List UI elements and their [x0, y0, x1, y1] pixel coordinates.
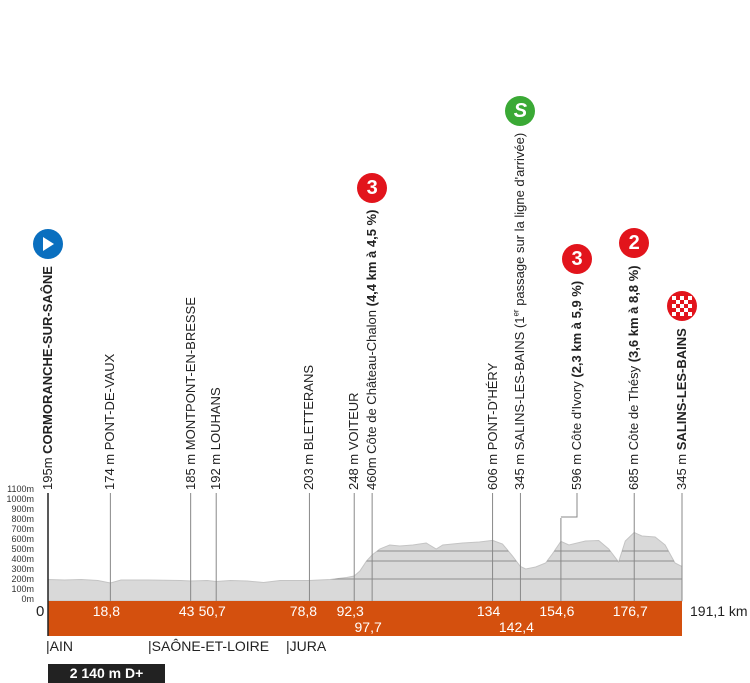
marker-name: Côte de Thésy	[626, 365, 642, 451]
marker-label: 174 m PONT-DE-VAUX	[102, 353, 118, 490]
marker-label: 195m CORMORANCHE-SUR-SAÔNE	[40, 266, 55, 490]
start-km-label: 0	[36, 603, 45, 620]
start-icon	[33, 229, 63, 259]
marker-name: PONT-DE-VAUX	[102, 353, 118, 451]
marker-altitude: 195m	[40, 457, 55, 490]
elevation-gain-badge: 2 140 m D+	[48, 664, 165, 683]
region-jura: |JURA	[286, 638, 327, 654]
marker-note-part: passage sur la ligne d'arrivée)	[512, 132, 528, 310]
climb-details: (3,6 km à 8,8 %)	[626, 265, 642, 363]
marker-altitude: 192 m	[208, 453, 224, 490]
sprint-icon: S	[505, 96, 536, 126]
km-label: 142,4	[498, 619, 534, 635]
y-tick-label: 400m	[11, 554, 34, 564]
marker-altitude: 596 m	[569, 453, 584, 490]
marker-label: 685 m Côte de Thésy (3,6 km à 8,8 %)	[626, 265, 642, 490]
marker-name: CORMORANCHE-SUR-SAÔNE	[40, 266, 55, 454]
y-tick-label: 300m	[11, 564, 34, 574]
distance-bar	[48, 601, 682, 636]
km-label: 154,6	[539, 603, 575, 619]
marker-altitude: 460m	[364, 457, 380, 490]
marker-name: SALINS-LES-BAINS	[512, 331, 528, 451]
km-label: 18,8	[92, 603, 120, 619]
marker-altitude: 203 m	[301, 453, 317, 490]
y-tick-label: 900m	[11, 504, 34, 514]
icon-text: 2	[628, 231, 640, 254]
marker-altitude: 174 m	[102, 453, 118, 490]
y-tick-label: 500m	[11, 544, 34, 554]
region-saone-et-loire: |SAÔNE-ET-LOIRE	[148, 638, 270, 654]
marker-label: 606 m PONT-D'HÉRY	[484, 362, 500, 490]
marker-name: VOITEUR	[346, 392, 362, 451]
y-tick-label: 700m	[11, 524, 34, 534]
region-ain: |AIN	[46, 638, 73, 654]
marker-label: 203 m BLETTERANS	[301, 364, 317, 490]
marker-label: 345 m SALINS-LES-BAINS	[674, 328, 689, 490]
marker-name: BLETTERANS	[301, 364, 317, 451]
km-label: 134	[476, 603, 501, 619]
marker-name: MONTPONT-EN-BRESSE	[182, 297, 198, 451]
km-label: 43	[178, 603, 195, 619]
profile-area	[47, 531, 683, 602]
marker-note: (1er passage sur la ligne d'arrivée)	[512, 133, 527, 328]
icon-text: S	[513, 99, 528, 122]
marker-name: PONT-D'HÉRY	[484, 362, 500, 451]
icon-text: 3	[366, 176, 378, 199]
marker-label: 248 m VOITEUR	[346, 392, 362, 490]
marker-name: SALINS-LES-BAINS	[674, 328, 689, 451]
cat2-climb-icon: 2	[619, 228, 650, 258]
marker-note-part: (1	[512, 316, 528, 329]
climb-details: (4,4 km à 4,5 %)	[364, 209, 380, 307]
km-label: 50,7	[198, 603, 226, 619]
marker-label: 596 m Côte d'Ivory (2,3 km à 5,9 %)	[569, 280, 584, 490]
y-tick-label: 1000m	[6, 494, 34, 504]
km-label: 97,7	[354, 619, 382, 635]
marker-label: 185 m MONTPONT-EN-BRESSE	[182, 297, 198, 490]
km-label: 78,8	[289, 603, 318, 619]
marker-label: 345 m SALINS-LES-BAINS (1er passage sur …	[512, 133, 528, 490]
y-tick-label: 0m	[21, 594, 34, 604]
climb-details: (2,3 km à 5,9 %)	[569, 280, 584, 378]
y-tick-label: 1100m	[7, 484, 34, 494]
marker-altitude: 685 m	[626, 453, 642, 490]
marker-altitude: 345 m	[674, 453, 689, 490]
marker-label: 460m Côte de Château-Chalon (4,4 km à 4,…	[364, 209, 380, 490]
cat3-climb-icon: 3	[357, 173, 388, 203]
marker-altitude: 345 m	[512, 453, 528, 490]
marker-label: 192 m LOUHANS	[208, 387, 224, 490]
finish-icon	[667, 291, 697, 321]
y-tick-label: 600m	[11, 534, 34, 544]
marker-altitude: 185 m	[182, 453, 198, 490]
y-tick-label: 200m	[11, 574, 34, 584]
y-tick-label: 100m	[11, 584, 34, 594]
km-label: 176,7	[612, 603, 648, 619]
marker-connector	[560, 493, 578, 518]
km-label: 92,3	[336, 603, 364, 619]
icon-text: 3	[571, 247, 583, 270]
total-distance-label: 191,1 km	[690, 603, 748, 619]
marker-altitude: 248 m	[346, 453, 362, 490]
marker-name: LOUHANS	[208, 387, 224, 451]
y-tick-label: 800m	[11, 514, 34, 524]
marker-note-part: er	[512, 309, 522, 317]
cat3-climb-icon: 3	[562, 244, 592, 274]
marker-name: Côte d'Ivory	[569, 381, 584, 451]
marker-name: Côte de Château-Chalon	[364, 310, 380, 454]
marker-altitude: 606 m	[484, 453, 500, 490]
